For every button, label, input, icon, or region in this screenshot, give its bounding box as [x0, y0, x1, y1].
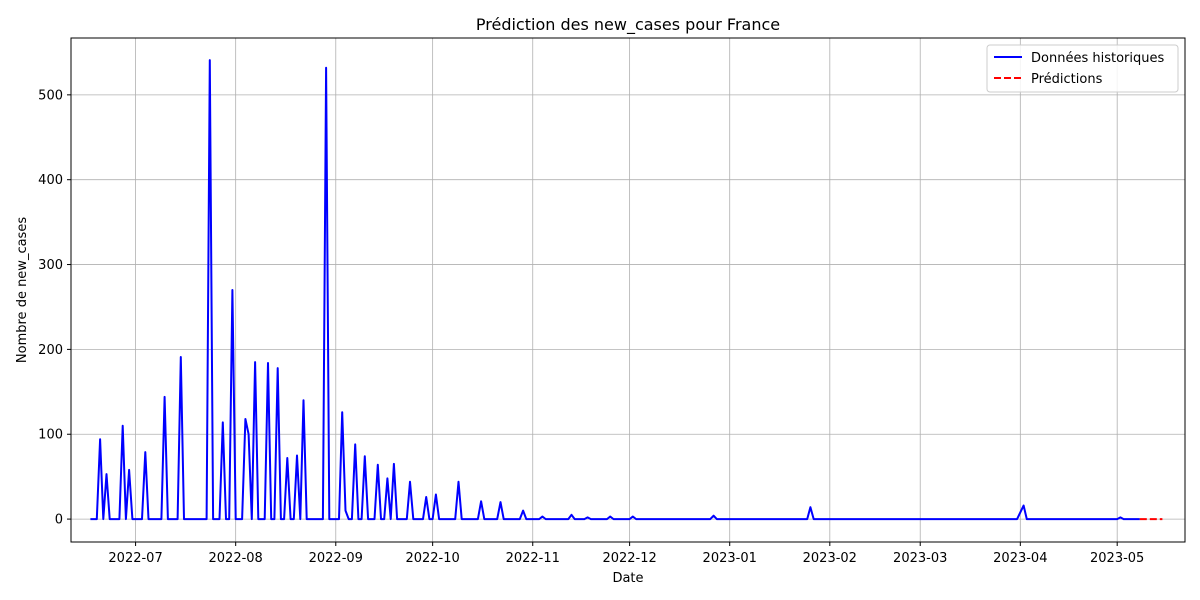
- legend-label-historical: Données historiques: [1031, 51, 1164, 66]
- y-tick-label: 200: [38, 343, 63, 358]
- x-tick-label: 2022-08: [209, 551, 263, 566]
- x-axis: 2022-07 2022-08 2022-09 2022-10 2022-11 2022-…: [108, 542, 1144, 566]
- y-axis-title: Nombre de new_cases: [15, 217, 30, 363]
- y-tick-label: 100: [38, 428, 63, 443]
- legend: Données historiques Prédictions: [986, 44, 1179, 93]
- x-tick-label: 2023-02: [803, 551, 857, 566]
- chart-title: Prédiction des new_cases pour France: [476, 15, 780, 35]
- x-tick-label: 2022-10: [405, 551, 459, 566]
- series-line-historical: [90, 59, 1140, 521]
- x-axis-title: Date: [612, 571, 643, 586]
- y-tick-label: 0: [55, 513, 63, 528]
- plot-frame: [70, 37, 1186, 543]
- x-tick-label: 2023-01: [703, 551, 757, 566]
- series-layer: [90, 59, 1163, 521]
- x-tick-label: 2022-11: [506, 551, 560, 566]
- x-tick-label: 2023-03: [893, 551, 947, 566]
- legend-box: [986, 44, 1179, 93]
- x-tick-label: 2023-05: [1090, 551, 1144, 566]
- y-tick-label: 400: [38, 173, 63, 188]
- y-tick-label: 500: [38, 88, 63, 103]
- y-axis: 0 100 200 300 400 500: [38, 88, 71, 528]
- x-tick-label: 2022-07: [108, 551, 162, 566]
- grid-lines: [71, 38, 1185, 542]
- x-tick-label: 2022-12: [602, 551, 656, 566]
- x-tick-label: 2023-04: [993, 551, 1047, 566]
- legend-label-predictions: Prédictions: [1031, 72, 1103, 87]
- y-tick-label: 300: [38, 258, 63, 273]
- x-tick-label: 2022-09: [309, 551, 363, 566]
